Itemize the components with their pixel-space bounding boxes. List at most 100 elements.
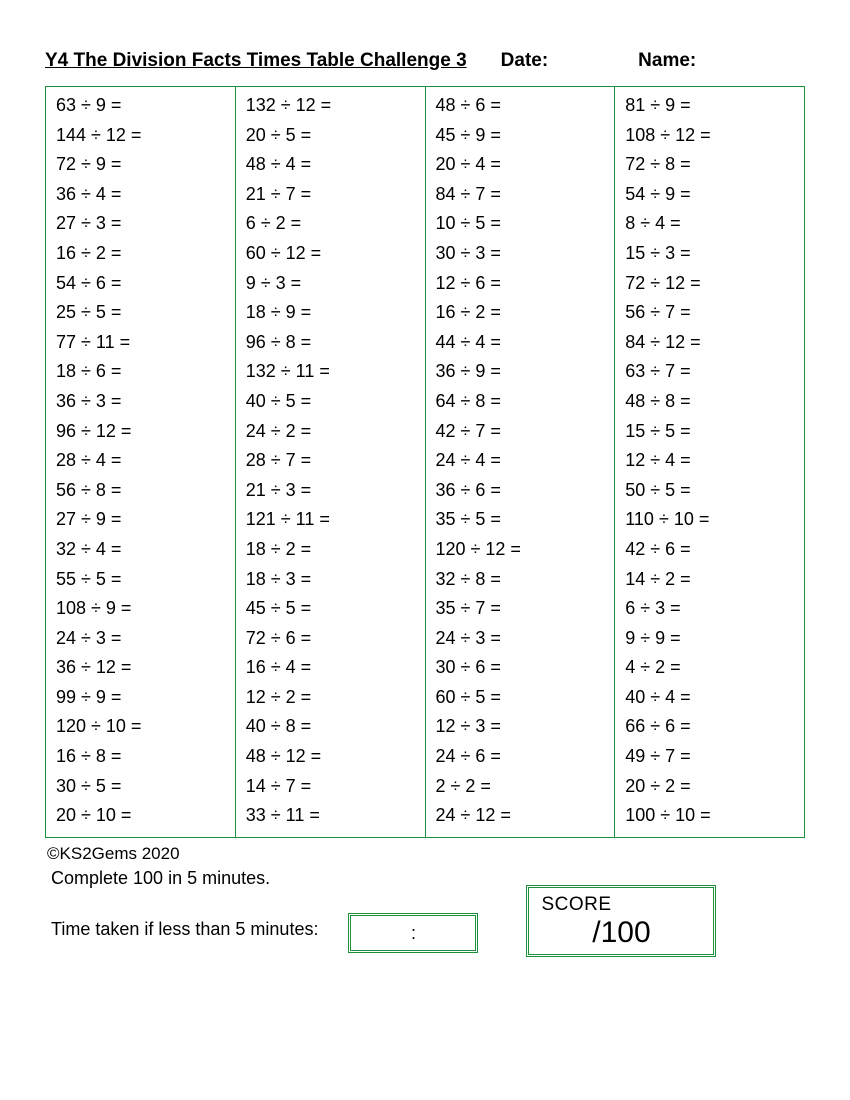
problem-item: 27 ÷ 9 = xyxy=(56,505,225,535)
worksheet-title: Y4 The Division Facts Times Table Challe… xyxy=(45,50,467,72)
time-taken-label: Time taken if less than 5 minutes: xyxy=(51,919,318,940)
problem-item: 36 ÷ 3 = xyxy=(56,387,225,417)
problem-item: 54 ÷ 9 = xyxy=(625,180,794,210)
problem-item: 40 ÷ 4 = xyxy=(625,683,794,713)
bottom-row: Time taken if less than 5 minutes: : SCO… xyxy=(45,907,805,957)
problem-item: 21 ÷ 3 = xyxy=(246,476,415,506)
problem-item: 72 ÷ 9 = xyxy=(56,150,225,180)
problem-item: 12 ÷ 4 = xyxy=(625,446,794,476)
problem-item: 2 ÷ 2 = xyxy=(436,772,605,802)
problem-item: 16 ÷ 4 = xyxy=(246,653,415,683)
problem-item: 16 ÷ 2 = xyxy=(56,239,225,269)
problem-item: 63 ÷ 9 = xyxy=(56,91,225,121)
copyright-text: ©KS2Gems 2020 xyxy=(47,844,805,864)
problems-column-4: 81 ÷ 9 =108 ÷ 12 =72 ÷ 8 =54 ÷ 9 =8 ÷ 4 … xyxy=(615,87,805,838)
problem-item: 24 ÷ 4 = xyxy=(436,446,605,476)
problem-item: 60 ÷ 5 = xyxy=(436,683,605,713)
problems-column-1: 63 ÷ 9 =144 ÷ 12 =72 ÷ 9 =36 ÷ 4 =27 ÷ 3… xyxy=(46,87,236,838)
problem-item: 30 ÷ 6 = xyxy=(436,653,605,683)
problem-item: 99 ÷ 9 = xyxy=(56,683,225,713)
problem-item: 25 ÷ 5 = xyxy=(56,298,225,328)
problem-item: 48 ÷ 8 = xyxy=(625,387,794,417)
score-label: SCORE xyxy=(541,894,701,916)
problem-item: 45 ÷ 5 = xyxy=(246,594,415,624)
problem-item: 24 ÷ 2 = xyxy=(246,417,415,447)
problem-item: 24 ÷ 3 = xyxy=(436,624,605,654)
problem-item: 72 ÷ 8 = xyxy=(625,150,794,180)
problem-item: 16 ÷ 2 = xyxy=(436,298,605,328)
problem-item: 36 ÷ 12 = xyxy=(56,653,225,683)
problem-item: 6 ÷ 3 = xyxy=(625,594,794,624)
problem-item: 30 ÷ 5 = xyxy=(56,772,225,802)
problem-item: 24 ÷ 3 = xyxy=(56,624,225,654)
problem-item: 14 ÷ 7 = xyxy=(246,772,415,802)
score-value: /100 xyxy=(541,916,701,950)
problem-item: 32 ÷ 4 = xyxy=(56,535,225,565)
problem-item: 9 ÷ 9 = xyxy=(625,624,794,654)
problem-item: 35 ÷ 5 = xyxy=(436,505,605,535)
problem-item: 54 ÷ 6 = xyxy=(56,269,225,299)
problem-item: 36 ÷ 4 = xyxy=(56,180,225,210)
problem-item: 72 ÷ 6 = xyxy=(246,624,415,654)
problem-item: 27 ÷ 3 = xyxy=(56,209,225,239)
problem-item: 36 ÷ 6 = xyxy=(436,476,605,506)
problem-item: 28 ÷ 4 = xyxy=(56,446,225,476)
problem-item: 32 ÷ 8 = xyxy=(436,565,605,595)
problem-item: 48 ÷ 6 = xyxy=(436,91,605,121)
problem-item: 49 ÷ 7 = xyxy=(625,742,794,772)
problem-item: 20 ÷ 5 = xyxy=(246,121,415,151)
problem-item: 20 ÷ 10 = xyxy=(56,801,225,831)
problem-item: 81 ÷ 9 = xyxy=(625,91,794,121)
problem-item: 45 ÷ 9 = xyxy=(436,121,605,151)
problem-item: 12 ÷ 6 = xyxy=(436,269,605,299)
problem-item: 15 ÷ 5 = xyxy=(625,417,794,447)
problem-item: 21 ÷ 7 = xyxy=(246,180,415,210)
problem-item: 16 ÷ 8 = xyxy=(56,742,225,772)
problem-item: 4 ÷ 2 = xyxy=(625,653,794,683)
problem-item: 18 ÷ 2 = xyxy=(246,535,415,565)
worksheet-header: Y4 The Division Facts Times Table Challe… xyxy=(45,50,805,72)
problem-item: 30 ÷ 3 = xyxy=(436,239,605,269)
problem-item: 96 ÷ 8 = xyxy=(246,328,415,358)
problem-item: 24 ÷ 12 = xyxy=(436,801,605,831)
problem-item: 56 ÷ 8 = xyxy=(56,476,225,506)
problems-table: 63 ÷ 9 =144 ÷ 12 =72 ÷ 9 =36 ÷ 4 =27 ÷ 3… xyxy=(45,86,805,838)
problem-item: 64 ÷ 8 = xyxy=(436,387,605,417)
problem-item: 66 ÷ 6 = xyxy=(625,712,794,742)
problem-item: 42 ÷ 6 = xyxy=(625,535,794,565)
problem-item: 36 ÷ 9 = xyxy=(436,357,605,387)
problem-item: 84 ÷ 7 = xyxy=(436,180,605,210)
problem-item: 48 ÷ 4 = xyxy=(246,150,415,180)
problem-item: 12 ÷ 2 = xyxy=(246,683,415,713)
problem-item: 24 ÷ 6 = xyxy=(436,742,605,772)
problem-item: 120 ÷ 12 = xyxy=(436,535,605,565)
problem-item: 50 ÷ 5 = xyxy=(625,476,794,506)
problem-item: 132 ÷ 11 = xyxy=(246,357,415,387)
problem-item: 18 ÷ 3 = xyxy=(246,565,415,595)
problem-item: 72 ÷ 12 = xyxy=(625,269,794,299)
problem-item: 12 ÷ 3 = xyxy=(436,712,605,742)
problem-item: 28 ÷ 7 = xyxy=(246,446,415,476)
problem-item: 35 ÷ 7 = xyxy=(436,594,605,624)
problems-column-3: 48 ÷ 6 =45 ÷ 9 =20 ÷ 4 =84 ÷ 7 =10 ÷ 5 =… xyxy=(425,87,615,838)
problem-item: 55 ÷ 5 = xyxy=(56,565,225,595)
problem-item: 8 ÷ 4 = xyxy=(625,209,794,239)
problem-item: 20 ÷ 4 = xyxy=(436,150,605,180)
problem-item: 100 ÷ 10 = xyxy=(625,801,794,831)
time-input-box[interactable]: : xyxy=(348,913,478,953)
problem-item: 96 ÷ 12 = xyxy=(56,417,225,447)
problem-item: 14 ÷ 2 = xyxy=(625,565,794,595)
problems-column-2: 132 ÷ 12 =20 ÷ 5 =48 ÷ 4 =21 ÷ 7 =6 ÷ 2 … xyxy=(235,87,425,838)
problem-item: 108 ÷ 12 = xyxy=(625,121,794,151)
problem-item: 9 ÷ 3 = xyxy=(246,269,415,299)
footer-area: ©KS2Gems 2020 Complete 100 in 5 minutes.… xyxy=(45,844,805,957)
problem-item: 56 ÷ 7 = xyxy=(625,298,794,328)
problem-item: 110 ÷ 10 = xyxy=(625,505,794,535)
problem-item: 144 ÷ 12 = xyxy=(56,121,225,151)
problem-item: 42 ÷ 7 = xyxy=(436,417,605,447)
problem-item: 121 ÷ 11 = xyxy=(246,505,415,535)
problem-item: 44 ÷ 4 = xyxy=(436,328,605,358)
problem-item: 108 ÷ 9 = xyxy=(56,594,225,624)
problem-item: 40 ÷ 8 = xyxy=(246,712,415,742)
problem-item: 60 ÷ 12 = xyxy=(246,239,415,269)
